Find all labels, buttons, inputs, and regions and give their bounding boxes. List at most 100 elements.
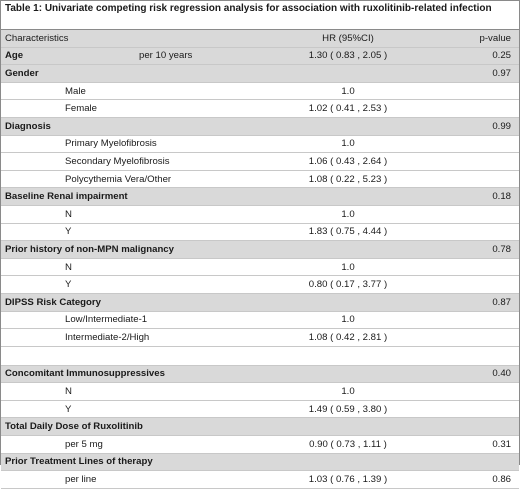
table-row: per line 1.03 ( 0.76 , 1.39 ) 0.86: [1, 470, 519, 489]
table-row: Y 1.83 ( 0.75 , 4.44 ): [1, 223, 519, 242]
row-sublabel: Y: [1, 223, 269, 242]
table-row: Prior history of non-MPN malignancy 0.78: [1, 240, 519, 259]
table-row: Intermediate-2/High 1.08 ( 0.42 , 2.81 ): [1, 328, 519, 347]
row-label: Prior Treatment Lines of therapy: [1, 453, 269, 472]
table-row: N 1.0: [1, 258, 519, 277]
hr-cell: [269, 365, 427, 384]
hr-cell: 1.49 ( 0.59 , 3.80 ): [269, 400, 427, 419]
pvalue-cell: [427, 453, 519, 472]
row-label: Prior history of non-MPN malignancy: [1, 240, 269, 259]
table-row: Female 1.02 ( 0.41 , 2.53 ): [1, 99, 519, 118]
row-sublabel: Polycythemia Vera/Other: [1, 170, 269, 189]
pvalue-cell: [427, 382, 519, 401]
row-sublabel: Intermediate-2/High: [1, 328, 269, 347]
hr-cell: 1.0: [269, 82, 427, 101]
row-sublabel: per 5 mg: [1, 435, 269, 454]
table-row: Diagnosis 0.99: [1, 117, 519, 136]
hr-cell: 1.03 ( 0.76 , 1.39 ): [269, 470, 427, 489]
row-sublabel: Low/Intermediate-1: [1, 311, 269, 330]
table-header-row: Characteristics HR (95%CI) p-value: [1, 29, 519, 48]
pvalue-cell: 0.99: [427, 117, 519, 136]
pvalue-cell: 0.87: [427, 293, 519, 312]
hr-cell: [269, 64, 427, 83]
table-row: Concomitant Immunosuppressives 0.40: [1, 365, 519, 384]
hr-cell: 0.90 ( 0.73 , 1.11 ): [269, 435, 427, 454]
pvalue-cell: [427, 328, 519, 347]
pvalue-cell: 0.86: [427, 470, 519, 489]
pvalue-cell: 0.97: [427, 64, 519, 83]
hr-cell: 1.0: [269, 135, 427, 154]
pvalue-cell: [427, 223, 519, 242]
table-caption: Table 1: Univariate competing risk regre…: [5, 3, 492, 14]
table-row: Age per 10 years 1.30 ( 0.83 , 2.05 ) 0.25: [1, 47, 519, 66]
table-row: Prior Treatment Lines of therapy: [1, 453, 519, 472]
table-row: Total Daily Dose of Ruxolitinib: [1, 417, 519, 437]
pvalue-cell: [427, 170, 519, 189]
row-label: DIPSS Risk Category: [1, 293, 269, 312]
pvalue-cell: [427, 417, 519, 437]
table-row: Male 1.0: [1, 82, 519, 101]
row-label: Diagnosis: [1, 117, 269, 136]
header-hr: HR (95%CI): [269, 29, 427, 48]
table-row: Y 0.80 ( 0.17 , 3.77 ): [1, 275, 519, 294]
hr-cell: 1.83 ( 0.75 , 4.44 ): [269, 223, 427, 242]
pvalue-cell: 0.25: [427, 47, 519, 66]
table-row: Primary Myelofibrosis 1.0: [1, 135, 519, 154]
row-sublabel: Female: [1, 99, 269, 118]
hr-cell: 1.0: [269, 382, 427, 401]
pvalue-cell: [427, 135, 519, 154]
row-sublabel: Primary Myelofibrosis: [1, 135, 269, 154]
row-label: Baseline Renal impairment: [1, 187, 269, 206]
row-sublabel: Y: [1, 275, 269, 294]
row-sublabel: Secondary Myelofibrosis: [1, 152, 269, 171]
hr-cell: [269, 240, 427, 259]
pvalue-cell: 0.31: [427, 435, 519, 454]
row-sublabel: N: [1, 258, 269, 277]
row-sublabel: per 10 years: [135, 47, 269, 66]
table-row: DIPSS Risk Category 0.87: [1, 293, 519, 312]
pvalue-cell: 0.40: [427, 365, 519, 384]
hr-cell: [269, 117, 427, 136]
row-sublabel: N: [1, 382, 269, 401]
pvalue-cell: [427, 152, 519, 171]
table-row: Baseline Renal impairment 0.18: [1, 187, 519, 206]
pvalue-cell: [427, 400, 519, 419]
table-row: Polycythemia Vera/Other 1.08 ( 0.22 , 5.2…: [1, 170, 519, 189]
hr-cell: 1.30 ( 0.83 , 2.05 ): [269, 47, 427, 66]
hr-cell: [269, 417, 427, 437]
results-table: Characteristics HR (95%CI) p-value Age pe…: [1, 29, 519, 489]
header-pvalue: p-value: [427, 29, 519, 48]
row-sublabel: N: [1, 205, 269, 224]
hr-cell: [269, 187, 427, 206]
hr-cell: 1.02 ( 0.41 , 2.53 ): [269, 99, 427, 118]
hr-cell: 1.0: [269, 205, 427, 224]
row-sublabel: per line: [1, 470, 269, 489]
table-row: N 1.0: [1, 382, 519, 401]
pvalue-cell: [427, 275, 519, 294]
hr-cell: [269, 293, 427, 312]
row-label: Age: [1, 47, 135, 66]
row-label: Concomitant Immunosuppressives: [1, 365, 269, 384]
table-row: per 5 mg 0.90 ( 0.73 , 1.11 ) 0.31: [1, 435, 519, 454]
hr-cell: 1.06 ( 0.43 , 2.64 ): [269, 152, 427, 171]
header-characteristics: Characteristics: [1, 29, 269, 48]
table-row: N 1.0: [1, 205, 519, 224]
hr-cell: 1.0: [269, 311, 427, 330]
table-row: Gender 0.97: [1, 64, 519, 83]
pvalue-cell: [427, 311, 519, 330]
spacer-row: [1, 346, 519, 366]
hr-cell: 1.0: [269, 258, 427, 277]
hr-cell: 1.08 ( 0.42 , 2.81 ): [269, 328, 427, 347]
row-label: Total Daily Dose of Ruxolitinib: [1, 417, 269, 437]
hr-cell: [269, 453, 427, 472]
row-sublabel: Y: [1, 400, 269, 419]
row-sublabel: Male: [1, 82, 269, 101]
pvalue-cell: [427, 205, 519, 224]
pvalue-cell: [427, 82, 519, 101]
table-row: Y 1.49 ( 0.59 , 3.80 ): [1, 400, 519, 419]
hr-cell: 1.08 ( 0.22 , 5.23 ): [269, 170, 427, 189]
row-label: Gender: [1, 64, 269, 83]
pvalue-cell: 0.18: [427, 187, 519, 206]
hr-cell: 0.80 ( 0.17 , 3.77 ): [269, 275, 427, 294]
